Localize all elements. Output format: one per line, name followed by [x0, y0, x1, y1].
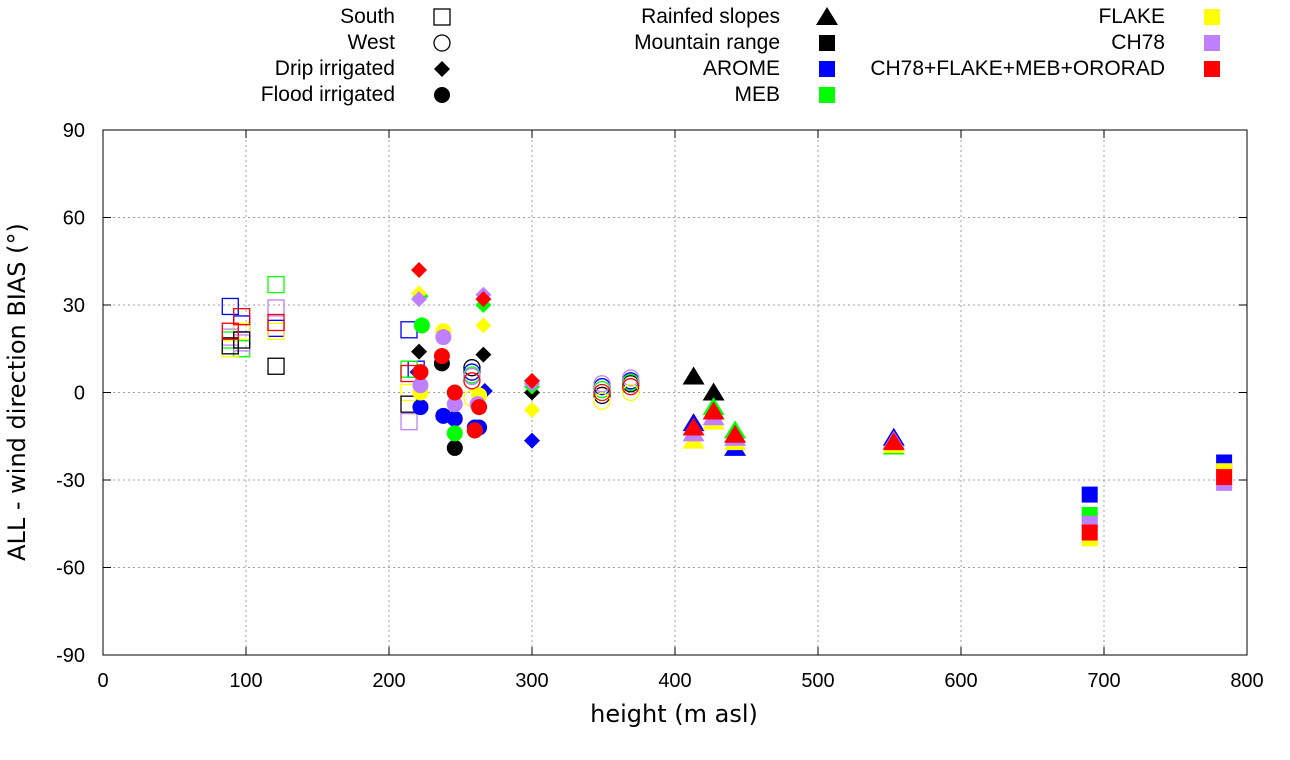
x-tick-label: 500 — [801, 670, 834, 692]
data-point — [413, 317, 430, 334]
data-point — [267, 275, 285, 294]
legend-marker-square-icon — [1204, 35, 1220, 51]
data-point — [221, 297, 239, 316]
y-axis-title: ALL - wind direction BIAS (°) — [3, 223, 31, 561]
legend: South West Drip irrigated Flood irrigated Ra… — [261, 5, 1220, 106]
x-tick-label: 400 — [658, 670, 691, 692]
legend-marker-square-icon — [1204, 9, 1220, 25]
data-point — [433, 348, 450, 365]
data-point — [524, 432, 540, 449]
x-tick-label: 800 — [1230, 670, 1263, 692]
y-tick-label: 0 — [74, 383, 85, 405]
data-point — [400, 413, 418, 431]
legend-marker-triangle-icon — [816, 7, 838, 25]
data-point — [724, 424, 747, 443]
legend-label: CH78 — [1111, 31, 1165, 54]
data-point — [702, 401, 725, 420]
x-axis-ticks: 0 100 200 300 400 500 600 700 800 — [97, 130, 1264, 692]
legend-marker-square-icon — [819, 35, 835, 51]
data-point — [593, 375, 611, 393]
legend-marker-square-icon — [819, 87, 835, 103]
legend-marker-circle-icon — [434, 87, 450, 103]
data-point — [412, 364, 429, 381]
data-point — [233, 308, 251, 326]
data-point — [412, 377, 429, 394]
legend-label: South — [340, 5, 395, 28]
data-point — [267, 357, 285, 375]
data-point — [475, 346, 492, 363]
legend-label: CH78+FLAKE+MEB+ORORAD — [870, 57, 1165, 80]
data-point — [411, 343, 428, 360]
legend-label: West — [348, 31, 396, 54]
data-point — [221, 337, 239, 355]
data-point — [233, 322, 251, 340]
data-point — [267, 322, 285, 340]
data-point — [524, 372, 540, 389]
data-point — [446, 439, 463, 456]
data-point — [622, 369, 640, 387]
data-point — [446, 396, 463, 413]
x-tick-label: 300 — [515, 670, 548, 692]
data-point — [221, 322, 239, 340]
data-point — [682, 366, 705, 385]
legend-marker-square-icon — [1204, 61, 1220, 77]
data-point — [435, 329, 452, 346]
data-point — [446, 425, 463, 442]
data-point — [702, 382, 725, 401]
data-point — [622, 373, 640, 391]
legend-marker-square-open-icon — [433, 8, 451, 26]
legend-marker-diamond-icon — [434, 61, 450, 77]
legend-label: AROME — [703, 57, 780, 80]
data-point — [524, 402, 540, 418]
legend-marker-square-icon — [819, 61, 835, 77]
legend-marker-circle-open-icon — [433, 34, 451, 52]
y-tick-label: 60 — [63, 208, 85, 230]
y-tick-label: -30 — [56, 470, 85, 492]
data-point — [622, 383, 640, 402]
y-tick-label: 30 — [63, 295, 85, 317]
data-point — [682, 417, 705, 436]
x-tick-label: 600 — [944, 670, 977, 692]
y-tick-label: -60 — [56, 558, 85, 580]
y-tick-label: 90 — [63, 120, 85, 142]
legend-label: Mountain range — [634, 31, 780, 54]
data-point — [446, 384, 463, 401]
x-axis-title: height (m asl) — [590, 700, 758, 728]
data-point — [446, 410, 463, 427]
data-point — [267, 313, 285, 332]
data-point — [882, 432, 905, 451]
data-point — [411, 291, 428, 308]
data-points — [221, 262, 1233, 547]
data-point — [593, 383, 611, 402]
data-point — [466, 422, 483, 439]
data-point — [463, 367, 481, 386]
x-tick-label: 700 — [1087, 670, 1120, 692]
legend-label: FLAKE — [1098, 5, 1165, 28]
legend-label: MEB — [734, 83, 780, 106]
data-point — [463, 372, 481, 390]
legend-label: Rainfed slopes — [641, 5, 780, 28]
data-point — [475, 317, 492, 334]
x-tick-label: 100 — [229, 670, 262, 692]
data-point — [593, 392, 611, 410]
data-point — [1081, 486, 1098, 503]
data-point — [471, 399, 488, 416]
data-point — [463, 359, 481, 377]
data-point — [411, 262, 428, 278]
y-axis-ticks: 90 60 30 0 -30 -60 -90 — [56, 120, 1247, 667]
data-point — [622, 378, 640, 396]
x-tick-label: 200 — [372, 670, 405, 692]
data-point — [1216, 469, 1233, 486]
y-tick-label: -90 — [56, 645, 85, 667]
data-point — [233, 331, 251, 349]
data-point — [412, 399, 429, 416]
data-point — [267, 299, 285, 317]
legend-label: Flood irrigated — [261, 83, 395, 106]
legend-label: Drip irrigated — [275, 57, 395, 80]
data-point — [475, 291, 492, 308]
data-point — [1081, 524, 1098, 541]
grid-lines — [103, 130, 1247, 655]
x-tick-label: 0 — [97, 670, 108, 692]
